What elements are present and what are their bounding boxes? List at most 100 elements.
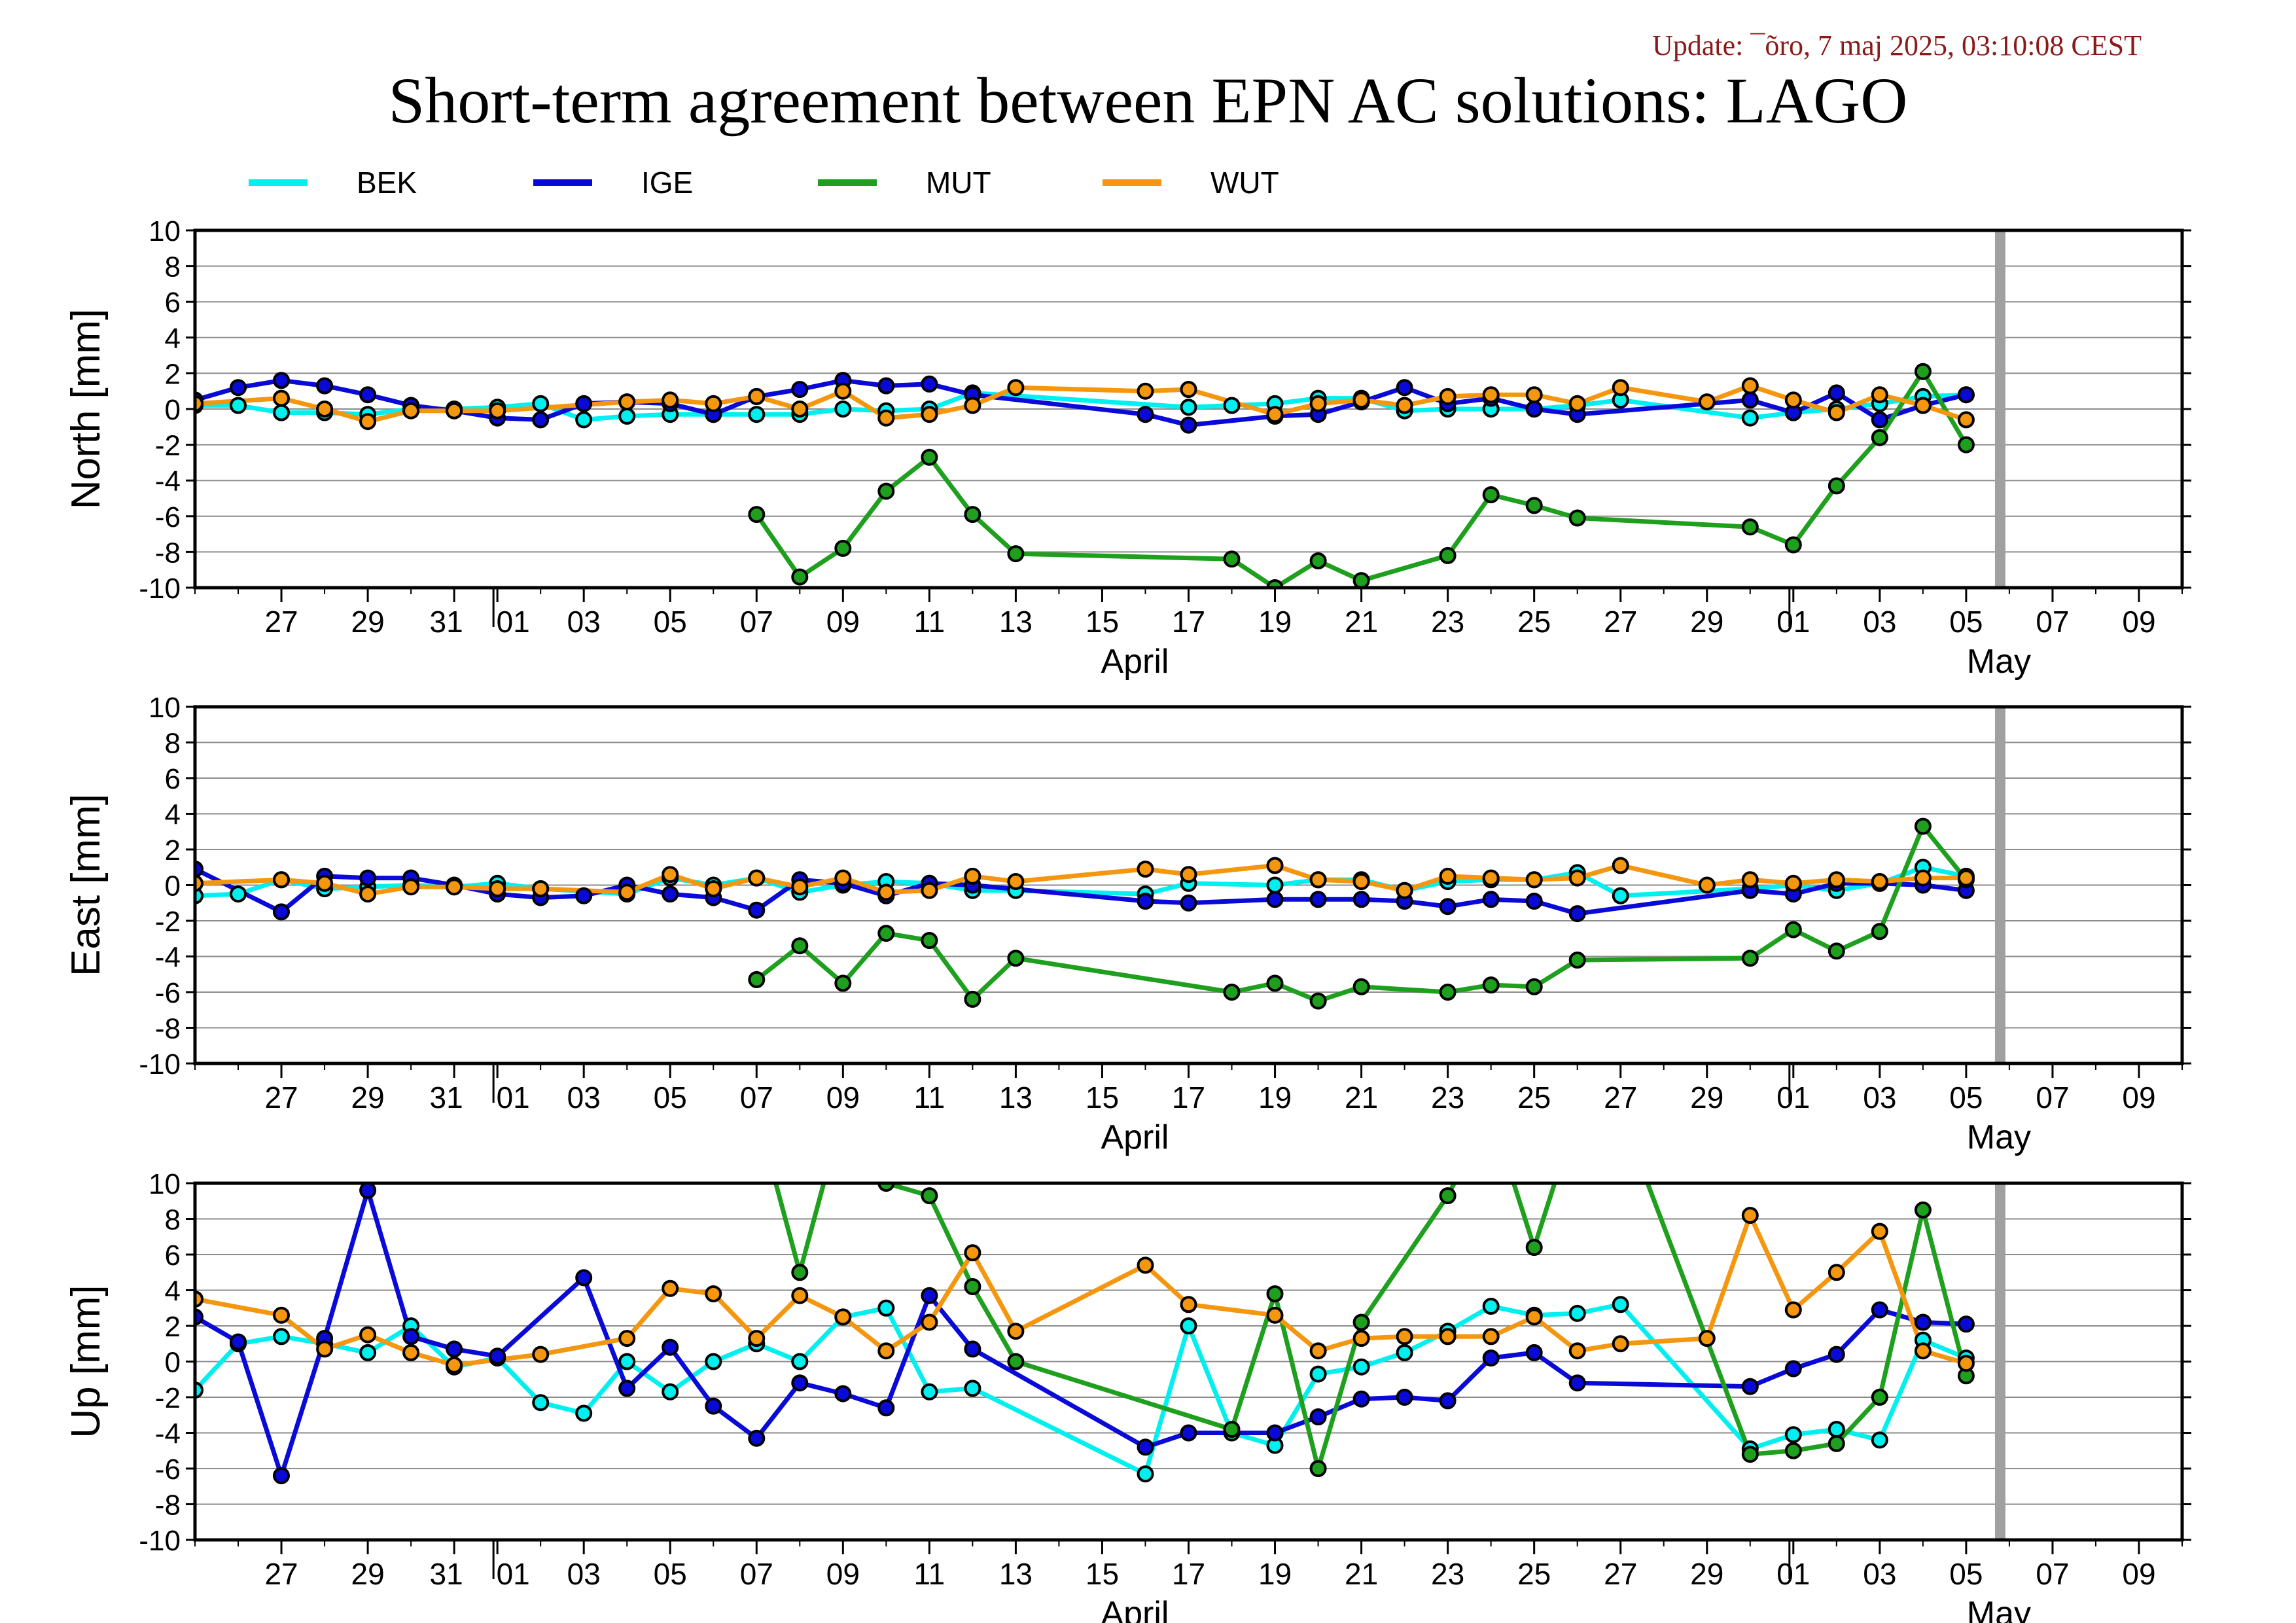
panel-2-point-wut	[1266, 857, 1284, 874]
panel-1-x-tick-label: 21	[1345, 605, 1378, 639]
panel-3-point-ige	[1871, 1301, 1888, 1319]
panel-2-point-wut	[316, 874, 334, 892]
panel-2-x-tick-label: 27	[264, 1080, 298, 1115]
panel-3-x-tick-label: 13	[999, 1557, 1033, 1591]
panel-1-y-tick-label: -8	[155, 537, 181, 569]
panel-1-point-ige	[921, 375, 938, 393]
panel-2-point-wut	[359, 885, 377, 903]
panel-1-point-ige	[1525, 401, 1543, 418]
panel-1-y-tick-label: -2	[155, 430, 181, 462]
panel-2-point-wut	[1180, 866, 1197, 883]
panel-1-point-ige	[575, 395, 593, 412]
panel-3-point-wut	[964, 1244, 981, 1262]
panel-2-point-wut	[1396, 882, 1413, 899]
panel-1-point-mut	[1525, 497, 1543, 514]
panel-3-point-bek	[575, 1404, 593, 1422]
panel-2-frame	[193, 705, 2184, 1065]
panel-1-point-wut	[662, 391, 679, 409]
panel-1-point-ige	[532, 411, 550, 429]
panel-1-point-wut	[1698, 393, 1716, 411]
panel-2-point-mut	[877, 925, 895, 942]
panel-1-point-bek	[748, 406, 766, 423]
panel-3-point-ige	[1957, 1315, 1975, 1333]
panel-3-x-tick-label: 03	[567, 1557, 601, 1591]
panel-2-point-wut	[618, 883, 636, 901]
panel-3-x-tick-label: 01	[497, 1557, 530, 1591]
panel-1-point-wut	[705, 395, 722, 412]
panel-2-point-ige	[1439, 898, 1457, 916]
panel-3-point-wut	[1568, 1342, 1586, 1360]
panel-3-point-wut	[748, 1330, 766, 1347]
panel-3-point-wut	[1698, 1330, 1716, 1347]
panel-2-point-ige	[359, 869, 377, 887]
panel-1-point-bek	[532, 395, 550, 412]
panel-3-point-wut	[532, 1346, 550, 1363]
panel-2-x-tick-label: 03	[1863, 1080, 1896, 1115]
panel-2-x-tick-label: 01	[497, 1080, 530, 1115]
panel-1-x-tick-label: 29	[1690, 605, 1723, 639]
panel-1-x-tick-label: 31	[430, 605, 463, 639]
panel-3-point-ige	[489, 1347, 506, 1365]
panel-2-y-tick-label: -8	[155, 1013, 181, 1045]
panel-3-point-ige	[1439, 1392, 1457, 1410]
panel-3-plot-area	[195, 1183, 1975, 1484]
panel-3-point-mut	[791, 1264, 809, 1281]
panel-3-y-tick-label: -6	[155, 1454, 181, 1486]
panel-2-point-mut	[791, 937, 809, 955]
panel-2-point-ige	[195, 861, 203, 878]
panel-1-y-tick-label: 8	[165, 251, 181, 283]
panel-3-x-tick-label: 29	[1690, 1557, 1723, 1591]
panel-2-point-mut	[964, 990, 981, 1008]
panel-1-point-ige	[1396, 379, 1413, 397]
panel-3-point-bek	[195, 1382, 203, 1399]
panel-3-x-tick-label: 15	[1086, 1557, 1119, 1591]
panel-3-point-bek	[273, 1328, 290, 1346]
panel-3-series-line-bek	[195, 1302, 1968, 1476]
panel-2-x-tick-label: 09	[826, 1080, 860, 1115]
panel-3-point-mut	[1439, 1187, 1457, 1205]
panel-1-y-tick-label: 0	[165, 394, 181, 426]
panel-1-x-tick-label: 09	[2122, 605, 2155, 639]
panel-1-x-tick-label: 15	[1086, 605, 1119, 639]
panel-3-month-label: May	[1967, 1595, 2031, 1623]
panel-2-point-mut	[748, 971, 766, 988]
panel-2-point-ige	[1352, 891, 1370, 908]
panel-1-point-wut	[1871, 386, 1888, 404]
panel-3-point-wut	[273, 1306, 290, 1324]
panel-1-point-mut	[1568, 509, 1586, 527]
panel-2-y-tick-label: -4	[155, 942, 181, 974]
panel-3-y-tick-label: -10	[139, 1525, 181, 1557]
panel-2-point-wut	[195, 874, 203, 892]
panel-2-month-label: April	[1101, 1118, 1169, 1156]
panel-3-x-tick-label: 09	[2122, 1557, 2155, 1591]
panel-3-x-tick-label: 29	[351, 1557, 385, 1591]
panel-2-point-ige	[1309, 891, 1327, 908]
panel-1-y-tick-label: -6	[155, 501, 181, 533]
panel-3-point-wut	[1137, 1257, 1154, 1274]
panel-3-point-wut	[1266, 1306, 1284, 1324]
legend: BEK IGE MUT WUT	[249, 166, 1279, 200]
panel-3-y-tick-label: 10	[149, 1168, 181, 1200]
panel-1-x-tick-label: 27	[1604, 605, 1637, 639]
panel-2-y-tick-label: 2	[165, 834, 181, 866]
panel-3-y-tick-label: -4	[155, 1418, 181, 1450]
panel-2-x-tick-label: 13	[999, 1080, 1033, 1115]
panel-2-point-wut	[1741, 871, 1759, 889]
panel-3-x-tick-label: 07	[740, 1557, 773, 1591]
panel-1-point-mut	[1914, 363, 1932, 380]
panel-1-point-wut	[446, 402, 463, 419]
panel-2-point-mut	[834, 974, 852, 992]
panel-2-point-mut	[1223, 984, 1241, 1001]
panel-3-point-wut	[402, 1344, 420, 1361]
panel-1-x-tick-label: 07	[740, 605, 773, 639]
panel-2-point-wut	[489, 880, 506, 897]
panel-3-point-mut	[1352, 1313, 1370, 1331]
panel-3-point-bek	[1482, 1298, 1500, 1315]
panel-1-point-mut	[1784, 536, 1802, 554]
panel-3-x-tick-label: 25	[1517, 1557, 1551, 1591]
panel-1-point-wut	[791, 401, 809, 418]
panel-1-plot-area	[195, 363, 1975, 588]
panel-1-point-mut	[834, 539, 852, 557]
panel-2-x-tick-label: 21	[1345, 1080, 1378, 1115]
